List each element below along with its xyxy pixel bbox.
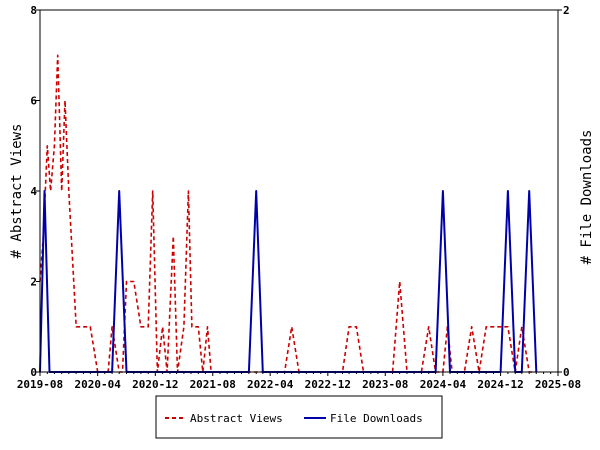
x-tick-label-2023-08: 2023-08 [362, 378, 408, 391]
x-tick-label-2019-08: 2019-08 [17, 378, 63, 391]
x-tick-label-2024-12: 2024-12 [477, 378, 523, 391]
legend: Abstract Views File Downloads [155, 395, 443, 439]
plot-frame [39, 9, 559, 373]
x-tick-label-2021-08: 2021-08 [190, 378, 236, 391]
y-left-tick-label-8: 8 [30, 4, 37, 17]
legend-label-file-downloads: File Downloads [330, 412, 423, 425]
y-left-tick-label-6: 6 [30, 95, 37, 108]
y-right-tick-label-0: 0 [563, 366, 570, 379]
x-tick-label-2022-12: 2022-12 [305, 378, 351, 391]
y-ticks-right: 02 [558, 4, 570, 379]
x-tick-label-2025-08: 2025-08 [535, 378, 581, 391]
y-ticks-left: 0 2 4 6 8 [30, 4, 40, 379]
legend-box [155, 395, 443, 439]
legend-label-abstract-views: Abstract Views [190, 412, 283, 425]
y-left-tick-label-2: 2 [30, 276, 37, 289]
y-right-tick-label-2: 2 [563, 4, 570, 17]
y-axis-title-left: # Abstract Views [9, 124, 25, 259]
x-tick-label-2020-04: 2020-04 [74, 378, 121, 391]
y-left-tick-label-0: 0 [30, 366, 37, 379]
plot-area [40, 10, 558, 372]
y-axis-title-right: # File Downloads [579, 130, 595, 265]
x-tick-label-2024-04: 2024-04 [420, 378, 467, 391]
x-ticks: 2019-08 2020-04 2020-12 2021-08 2022-04 2022-… [17, 372, 581, 391]
x-tick-label-2022-04: 2022-04 [247, 378, 294, 391]
x-tick-label-2020-12: 2020-12 [132, 378, 178, 391]
y-left-tick-label-4: 4 [30, 185, 37, 198]
